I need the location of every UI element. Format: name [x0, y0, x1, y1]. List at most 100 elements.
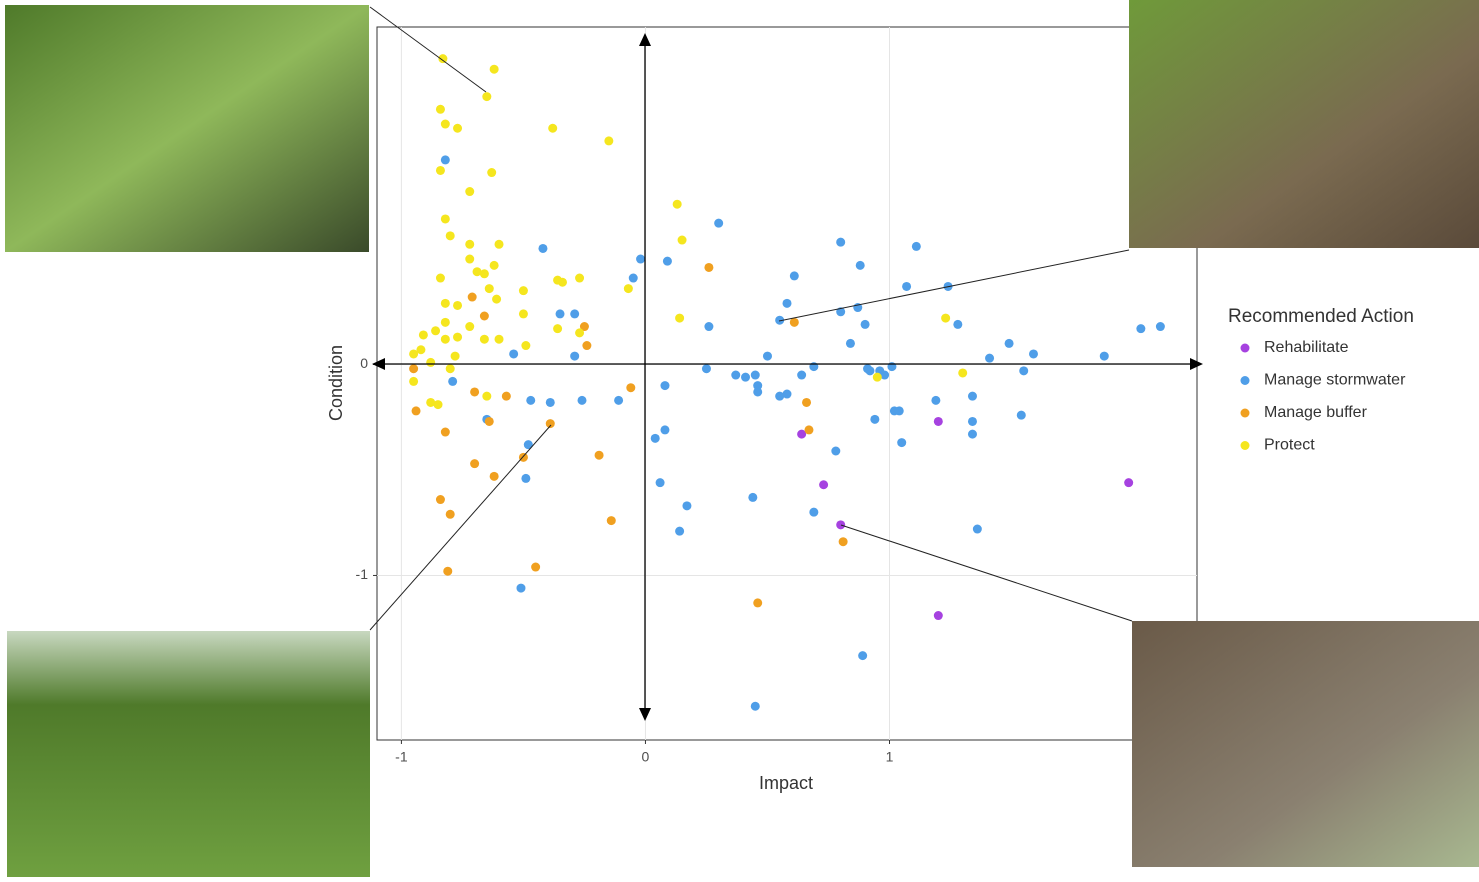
x-tick-label: -1 — [395, 749, 408, 765]
photo — [7, 631, 370, 877]
point — [629, 274, 638, 283]
point — [624, 284, 633, 293]
point — [968, 417, 977, 426]
point — [751, 371, 760, 380]
point — [790, 271, 799, 280]
point — [1019, 366, 1028, 375]
point — [446, 510, 455, 519]
point — [502, 392, 511, 401]
point — [675, 314, 684, 323]
legend-label: Manage buffer — [1264, 404, 1368, 421]
point — [763, 352, 772, 361]
point — [636, 255, 645, 264]
point — [968, 430, 977, 439]
point — [797, 371, 806, 380]
point — [836, 520, 845, 529]
point — [509, 349, 518, 358]
point — [409, 364, 418, 373]
point — [434, 400, 443, 409]
point — [846, 339, 855, 348]
point — [482, 92, 491, 101]
point — [1136, 324, 1145, 333]
point — [448, 377, 457, 386]
point — [468, 293, 477, 302]
point — [809, 508, 818, 517]
point — [412, 406, 421, 415]
point — [495, 240, 504, 249]
point — [446, 364, 455, 373]
point — [660, 425, 669, 434]
legend-swatch — [1241, 409, 1250, 418]
point — [490, 65, 499, 74]
point — [526, 396, 535, 405]
point — [1005, 339, 1014, 348]
y-tick-label: -1 — [356, 566, 369, 582]
photo — [5, 5, 369, 252]
point — [819, 480, 828, 489]
point — [575, 328, 584, 337]
point — [570, 309, 579, 318]
point — [426, 358, 435, 367]
legend-swatch — [1241, 344, 1250, 353]
point — [465, 322, 474, 331]
point — [1017, 411, 1026, 420]
point — [714, 219, 723, 228]
point — [751, 702, 760, 711]
point — [934, 417, 943, 426]
point — [934, 611, 943, 620]
point — [582, 341, 591, 350]
point — [548, 124, 557, 133]
point — [783, 299, 792, 308]
point — [704, 322, 713, 331]
point — [441, 120, 450, 129]
point — [748, 493, 757, 502]
point — [521, 474, 530, 483]
point — [682, 501, 691, 510]
point — [470, 387, 479, 396]
point — [753, 387, 762, 396]
point — [656, 478, 665, 487]
point — [836, 238, 845, 247]
point — [604, 136, 613, 145]
point — [441, 214, 450, 223]
point — [802, 398, 811, 407]
point — [487, 168, 496, 177]
point — [446, 231, 455, 240]
point — [441, 318, 450, 327]
point — [546, 419, 555, 428]
point — [516, 584, 525, 593]
point — [465, 187, 474, 196]
point — [804, 425, 813, 434]
point — [675, 527, 684, 536]
point — [1100, 352, 1109, 361]
point — [651, 434, 660, 443]
point — [558, 278, 567, 287]
point — [985, 354, 994, 363]
point — [443, 567, 452, 576]
point — [521, 341, 530, 350]
point — [492, 295, 501, 304]
point — [858, 651, 867, 660]
point — [453, 301, 462, 310]
point — [453, 124, 462, 133]
point — [897, 438, 906, 447]
page: {"chart_data": {"type": "scatter", "x_la… — [0, 0, 1479, 882]
point — [495, 335, 504, 344]
point — [480, 311, 489, 320]
point — [1156, 322, 1165, 331]
point — [470, 459, 479, 468]
point — [556, 309, 565, 318]
point — [465, 240, 474, 249]
point — [436, 166, 445, 175]
point — [436, 105, 445, 114]
x-tick-label: 1 — [886, 749, 894, 765]
point — [480, 269, 489, 278]
point — [741, 373, 750, 382]
y-axis-label: Condition — [326, 345, 346, 421]
point — [790, 318, 799, 327]
point — [831, 447, 840, 456]
legend-swatch — [1241, 376, 1250, 385]
point — [607, 516, 616, 525]
point — [575, 274, 584, 283]
point — [870, 415, 879, 424]
